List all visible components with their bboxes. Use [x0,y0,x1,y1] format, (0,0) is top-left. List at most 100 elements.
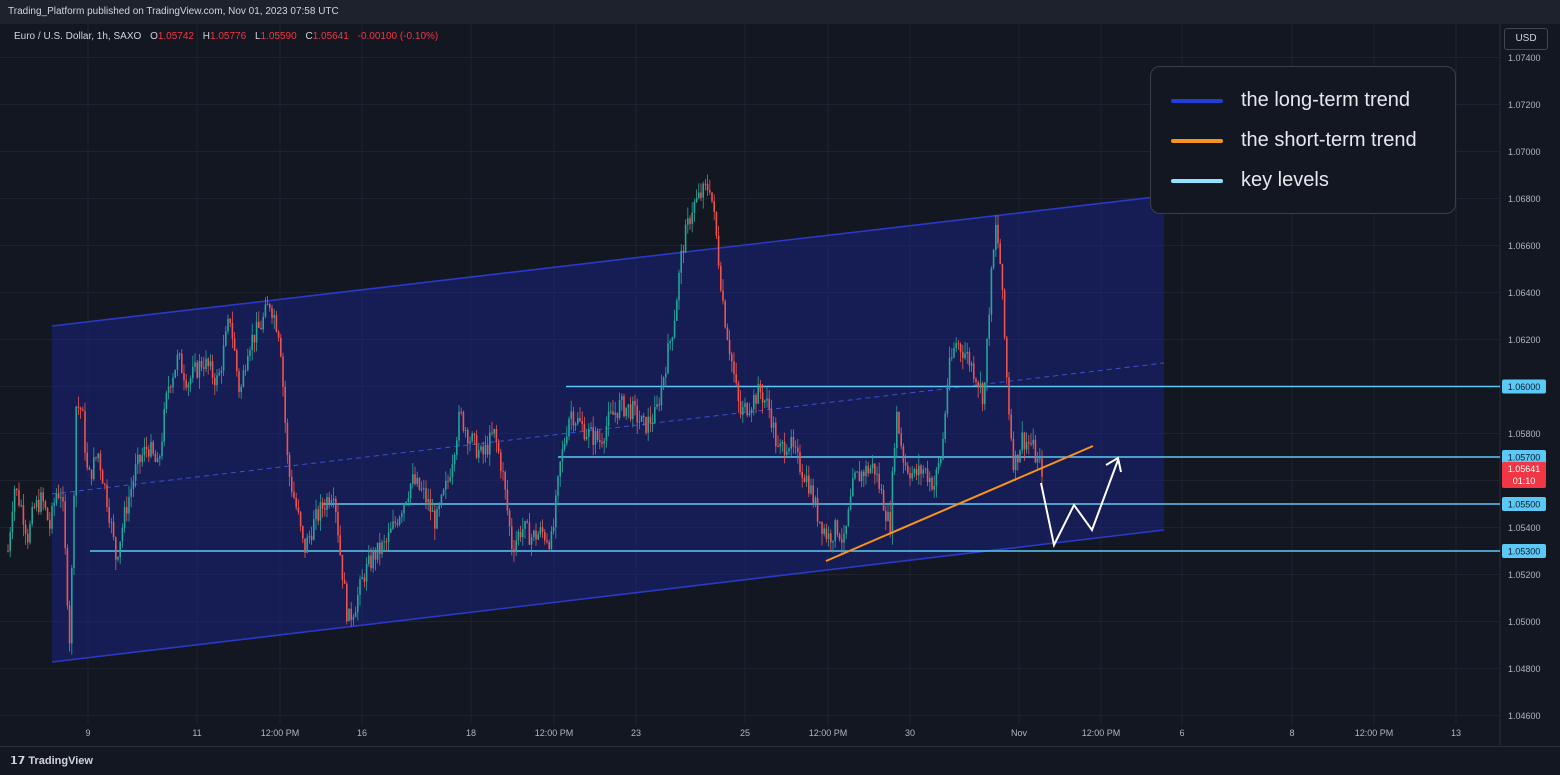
candle-body [77,406,80,409]
high-value: 1.05776 [210,31,247,42]
candle-body [398,517,401,525]
candle-body [469,441,471,444]
candle-body [255,321,258,343]
candle-body [44,501,47,509]
candle-body [860,471,863,482]
open-value: 1.05742 [158,31,195,42]
candle-body [871,463,874,469]
currency-button[interactable]: USD [1504,28,1548,50]
candle-body [764,400,766,403]
candle-body [500,452,502,472]
candle-body [838,534,841,540]
candle-body [779,443,781,447]
candle-body [682,250,685,253]
candle-body [845,525,847,534]
candle-body [24,524,27,534]
candle-body [62,497,64,502]
candle-body [84,411,86,453]
published-note: Trading_Platform published on TradingVie… [8,6,339,17]
candle-body [306,537,308,553]
candle-body [33,506,36,508]
candle-body [519,531,522,538]
candle-body [959,344,962,352]
candle-body [783,441,786,455]
candle-body [530,537,533,545]
candle-body [885,510,887,521]
candle-body [792,437,795,447]
time-tick-label: 13 [1451,728,1461,738]
key-level-badge-label: 1.06000 [1508,382,1541,392]
candle-body [841,539,843,543]
candle-body [491,432,493,434]
candle-body [541,527,544,532]
candle-body [220,370,223,373]
candle-body [293,491,295,498]
candle-body [579,418,581,422]
candle-body [979,383,982,387]
price-tick-label: 1.05200 [1508,570,1541,580]
candle-body [350,608,352,620]
candle-body [148,449,150,457]
candle-body [233,338,236,351]
candle-body [348,608,350,622]
candle-body [383,541,385,543]
key-level-badge [1502,450,1546,464]
candle-body [788,448,790,452]
candle-body [407,498,410,502]
symbol-info-line: Euro / U.S. Dollar, 1h, SAXO O1.05742 H1… [14,31,438,42]
candle-body [16,488,18,491]
candle-body [581,421,583,424]
candle-body [574,423,577,426]
candle-body [691,212,693,224]
candle-body [977,381,979,387]
candle-body [893,447,896,472]
candle-body [403,504,405,514]
candle-body [346,583,348,622]
time-tick-label: 16 [357,728,367,738]
candle-body [420,488,423,490]
candle-body [805,475,808,482]
candle-body [284,386,286,423]
candle-body [891,471,894,534]
candle-body [288,455,291,478]
candle-body [632,400,634,420]
candle-body [313,519,315,540]
candle-body [110,521,113,523]
candle-body [964,353,966,358]
candle-body [189,378,192,385]
candle-body [863,471,865,477]
candle-body [258,321,260,328]
candle-body [145,446,148,450]
candle-body [654,406,656,424]
candle-body [374,550,377,560]
candle-body [629,404,632,420]
candle-body [1028,441,1030,444]
candle-body [328,497,330,505]
candle-body [297,507,300,513]
candle-body [352,616,355,620]
candle-body [229,318,231,324]
candle-body [706,184,709,191]
legend-label: the short-term trend [1241,129,1417,151]
candle-body [772,422,775,428]
candle-body [596,431,599,441]
candle-body [493,428,495,434]
candle-body [106,484,108,508]
high-label: H [203,31,210,42]
low-label: L [255,31,261,42]
symbol-name: Euro / U.S. Dollar, 1h, SAXO [14,31,141,42]
candle-body [995,224,997,251]
candle-body [203,367,205,369]
candle-body [768,398,770,409]
candle-body [900,433,902,447]
candle-body [550,531,553,549]
brand-name: TradingView [28,755,93,767]
candle-body [275,315,278,332]
candle-body [673,320,676,338]
key-level-badge [1502,544,1546,558]
candle-body [46,508,49,521]
candle-body [957,343,960,345]
price-tick-label: 1.05800 [1508,429,1541,439]
candle-body [915,469,918,476]
candle-body [559,461,561,477]
